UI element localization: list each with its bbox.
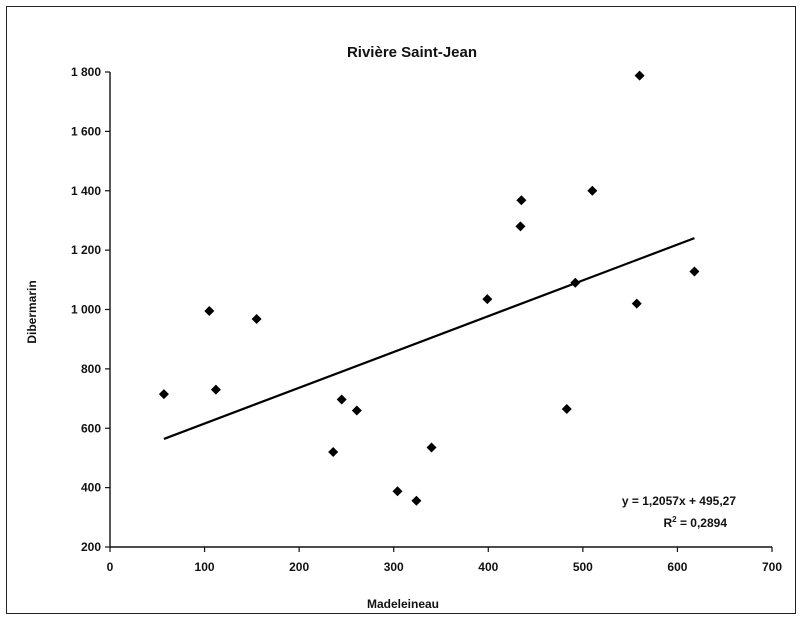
x-tick-label: 0 [107,560,114,574]
data-point [631,298,642,309]
chart-title: Rivière Saint-Jean [347,44,477,61]
data-point [426,442,437,453]
data-point [328,447,339,457]
x-tick-label: 300 [384,560,404,574]
y-axis-ticks: 200 400 600 800 1 000 1 200 1 400 1 600 1 800 [71,65,110,554]
y-tick-label: 200 [81,540,101,554]
data-point [689,266,700,277]
y-tick-label: 600 [81,421,101,435]
data-point [516,195,527,206]
trend-equation: y = 1,2057x + 495,27 [622,494,736,508]
data-point [482,294,493,305]
data-point [561,403,572,414]
data-point [587,185,598,196]
x-tick-label: 400 [478,560,498,574]
y-axis-title: Dibermarin [25,280,39,343]
plot-area: 0 100 200 300 400 500 600 700 200 400 600 800 1 000… [71,65,782,574]
y-tick-label: 1 600 [71,124,101,138]
data-point [251,314,262,324]
data-point [570,277,581,288]
x-tick-label: 500 [573,560,593,574]
x-tick-label: 100 [195,560,215,574]
data-point [515,221,526,232]
y-tick-label: 400 [81,481,101,495]
y-tick-label: 1 200 [71,243,101,257]
data-point [336,394,347,405]
data-point [158,389,169,400]
x-tick-label: 600 [667,560,687,574]
data-point [351,405,362,416]
data-point [411,495,422,506]
r-squared-prefix: R [663,516,672,530]
y-tick-label: 1 800 [71,65,101,79]
r-squared-exponent: 2 [672,515,677,524]
x-tick-label: 700 [762,560,782,574]
y-tick-label: 1 000 [71,303,101,317]
trendline [163,237,695,440]
x-axis-title: Madeleineau [367,597,439,611]
scatter-chart: Rivière Saint-Jean 0 100 200 300 400 500 600 70… [25,44,782,611]
x-tick-label: 200 [289,560,309,574]
x-axis-ticks: 0 100 200 300 400 500 600 700 [107,547,782,574]
y-tick-label: 800 [81,362,101,376]
data-point [210,384,221,395]
data-points [158,70,700,506]
y-tick-label: 1 400 [71,184,101,198]
data-point [204,305,215,316]
r-squared-value: = 0,2894 [677,516,728,530]
data-point [634,70,645,81]
r-squared-label: R2 = 0,2894 [663,515,727,530]
chart-frame: Rivière Saint-Jean 0 100 200 300 400 500 600 70… [6,6,796,614]
data-point [392,486,403,497]
